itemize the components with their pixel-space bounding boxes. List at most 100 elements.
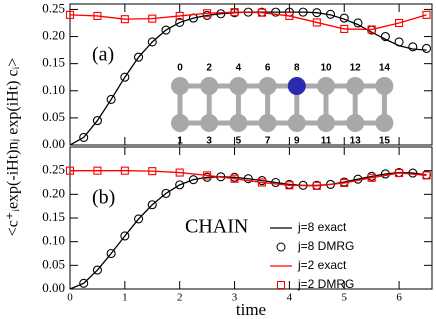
lattice-label: 12: [350, 63, 362, 74]
lattice-site: [346, 77, 365, 95]
lattice-site: [171, 114, 189, 132]
y-tick-label: 0.15: [42, 209, 65, 224]
marker: [298, 7, 308, 17]
marker: [92, 265, 102, 275]
marker: [120, 231, 130, 241]
legend-label: j=2 exact: [297, 258, 347, 272]
y-tick-label: 0.05: [42, 256, 65, 271]
marker: [147, 200, 157, 210]
marker: [230, 174, 239, 183]
y-tick-label: 0.20: [42, 185, 65, 200]
y-tick-label: 0.00: [42, 136, 65, 151]
lattice-site: [258, 77, 277, 95]
marker: [257, 178, 267, 187]
annotation: CHAIN: [185, 216, 248, 238]
y-tick-label: 0.25: [42, 0, 65, 15]
lattice-label: 10: [320, 63, 332, 74]
marker: [353, 18, 363, 28]
marker: [120, 166, 129, 175]
marker: [175, 17, 185, 27]
lattice-site: [375, 77, 394, 95]
lattice-site: [171, 77, 189, 95]
marker: [230, 8, 239, 17]
marker: [380, 169, 390, 179]
marker: [147, 37, 157, 47]
lattice-site: [287, 114, 306, 132]
marker: [395, 18, 404, 28]
x-tick-label: 5: [341, 292, 347, 304]
marker: [216, 9, 226, 19]
y-tick-label: 0.20: [42, 28, 65, 43]
lattice-label: 15: [379, 136, 391, 147]
marker: [367, 25, 376, 34]
marker: [65, 166, 75, 175]
lattice-site: [229, 114, 248, 132]
marker: [79, 278, 89, 288]
lattice-site: [317, 77, 335, 95]
lattice-site: [346, 114, 365, 132]
lattice-label: 13: [350, 136, 362, 147]
y-tick-label: 0.10: [42, 233, 65, 248]
marker: [92, 116, 102, 126]
series-line: [70, 11, 427, 31]
lattice-site: [317, 114, 335, 132]
marker: [175, 168, 184, 177]
marker: [257, 8, 267, 17]
x-tick-label: 3: [232, 292, 238, 304]
marker: [134, 214, 144, 224]
y-tick-label: 0.25: [42, 162, 65, 177]
lattice-label: 11: [321, 136, 332, 147]
legend-label: j=2 DMRG: [297, 277, 354, 291]
plot-frame: [69, 3, 433, 146]
marker: [394, 37, 404, 47]
legend-label: j=8 exact: [297, 220, 347, 234]
lattice-label: 8: [294, 63, 300, 74]
marker: [408, 168, 418, 178]
lattice-site: [258, 114, 277, 132]
x-tick-label: 4: [287, 292, 293, 304]
y-tick-label: 0.15: [42, 55, 65, 70]
marker: [65, 10, 75, 19]
marker: [285, 11, 294, 20]
marker: [367, 173, 376, 182]
marker: [203, 171, 212, 180]
marker: [175, 180, 185, 190]
marker: [120, 72, 130, 82]
marker: [93, 166, 102, 175]
marker: [188, 175, 198, 185]
y-tick-label: 0.00: [42, 280, 65, 295]
lattice-label: 0: [177, 63, 183, 74]
lattice-site: [200, 77, 219, 95]
lattice-label: 14: [379, 63, 391, 74]
marker: [120, 15, 129, 24]
legend-swatch: [276, 242, 286, 252]
marker: [243, 174, 253, 184]
panel-label: (a): [92, 44, 114, 66]
marker: [271, 7, 281, 17]
marker: [285, 181, 294, 190]
series-line: [70, 170, 427, 187]
marker: [106, 94, 116, 104]
marker: [148, 167, 157, 176]
x-tick-label: 1: [122, 292, 128, 304]
lattice-label: 4: [236, 63, 242, 74]
lattice-label: 2: [206, 63, 212, 74]
lattice-site: [229, 77, 248, 95]
lattice-label: 3: [206, 136, 212, 147]
marker: [340, 178, 349, 188]
x-axis-label: time: [236, 300, 266, 319]
marker: [93, 11, 102, 20]
marker: [325, 9, 336, 19]
marker: [79, 132, 89, 142]
marker: [395, 168, 404, 178]
lattice-site: [375, 114, 394, 132]
series-line: [70, 171, 427, 289]
plot-frame: [69, 146, 433, 290]
x-tick-label: 0: [67, 292, 73, 304]
lattice-label: 5: [236, 136, 242, 147]
y-axis-label: <c⁺ᵢexp(-iHt)nⱼ exp(iHt) cᵢ>: [5, 58, 22, 236]
y-tick-label: 0.10: [42, 82, 65, 97]
lattice-label: 7: [265, 136, 271, 147]
marker: [312, 181, 321, 190]
x-tick-label: 2: [177, 292, 183, 304]
